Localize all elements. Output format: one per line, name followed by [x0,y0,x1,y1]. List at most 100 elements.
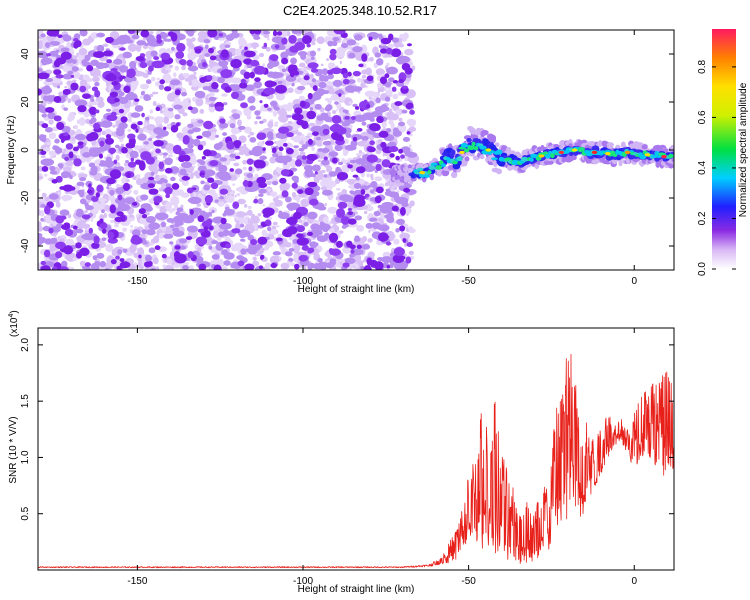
noise-peak [401,85,408,89]
noise-speck [129,244,137,254]
noise-blob [101,62,110,69]
noise-peak [77,141,84,146]
noise-blob [311,164,321,172]
noise-speck [134,262,138,267]
noise-blob [203,184,211,191]
noise-speck [262,63,265,67]
noise-blob [143,241,148,245]
noise-peak [401,62,411,71]
noise-peak [258,265,263,270]
noise-blob [239,223,245,228]
ridge-blue [450,149,456,156]
noise-blob [224,44,231,48]
noise-speck [342,246,353,254]
noise-blob [76,181,85,187]
noise-blob [148,137,153,141]
noise-peak [201,61,208,68]
noise-blob [82,152,92,158]
noise-speck [324,36,330,41]
noise-peak [220,69,233,79]
noise-peak [153,56,160,61]
noise-blob [169,79,181,86]
noise-blob [140,90,145,96]
noise-speck [298,138,302,142]
noise-blob [293,145,299,149]
noise-speck [368,229,371,233]
noise-peak [218,33,223,37]
noise-speck [115,154,120,161]
noise-blob [153,127,164,135]
noise-peak [395,155,400,161]
noise-blob [179,168,187,176]
noise-peak [358,63,364,68]
noise-blob [144,116,150,121]
noise-peak [109,91,119,98]
noise-peak [270,262,278,269]
noise-peak [402,238,407,243]
spectrogram-ytick-label: 0 [20,147,31,153]
noise-blob [322,224,329,233]
noise-speck [267,188,271,192]
noise-blob [40,136,47,143]
noise-speck [335,187,341,191]
noise-peak [335,240,343,248]
noise-blob [342,196,350,203]
noise-blob [56,85,61,89]
noise-peak [328,232,339,243]
noise-speck [48,132,57,140]
noise-blob [205,212,213,217]
noise-blob [314,103,322,110]
noise-blob [144,42,149,47]
noise-blob [181,91,188,97]
colorbar-gradient [712,29,736,269]
noise-peak [164,186,173,195]
noise-speck [323,177,333,187]
noise-blob [109,189,115,196]
noise-blob [84,54,91,62]
noise-peak [403,187,411,193]
noise-peak [132,201,138,206]
noise-blob [96,44,105,53]
noise-peak [203,149,212,157]
noise-speck [311,146,315,151]
noise-speck [232,183,236,186]
spectrogram-ytick-label: 40 [20,48,31,60]
noise-peak [186,187,194,194]
noise-blob [316,136,322,141]
noise-speck [370,173,374,179]
noise-speck [251,42,259,48]
noise-speck [269,255,280,265]
noise-peak [311,131,319,136]
noise-peak [198,263,207,270]
noise-peak [386,264,391,269]
noise-blob [234,168,243,175]
noise-blob [393,127,399,134]
noise-speck [177,189,184,196]
noise-peak [285,147,294,155]
noise-speck [408,119,416,128]
ridge-halo [442,170,447,176]
noise-blob [115,129,125,137]
noise-peak [186,59,193,67]
noise-blob [116,38,128,45]
noise-blob [345,85,356,93]
noise-peak [214,105,224,112]
noise-speck [377,139,383,144]
noise-blob [148,247,156,254]
noise-peak [367,146,376,153]
ridge-cyan [435,165,442,170]
noise-speck [188,43,195,49]
noise-peak [127,30,136,35]
snr-ytick-label: 0.5 [20,506,31,520]
noise-peak [175,51,185,59]
noise-peak [196,135,203,140]
noise-speck [163,116,169,124]
noise-peak [281,169,290,177]
noise-speck [353,253,362,263]
noise-blob [102,160,115,168]
noise-blob [178,238,188,244]
noise-peak [294,263,300,270]
noise-peak [289,45,300,53]
noise-blob [143,141,149,145]
noise-peak [138,208,146,215]
